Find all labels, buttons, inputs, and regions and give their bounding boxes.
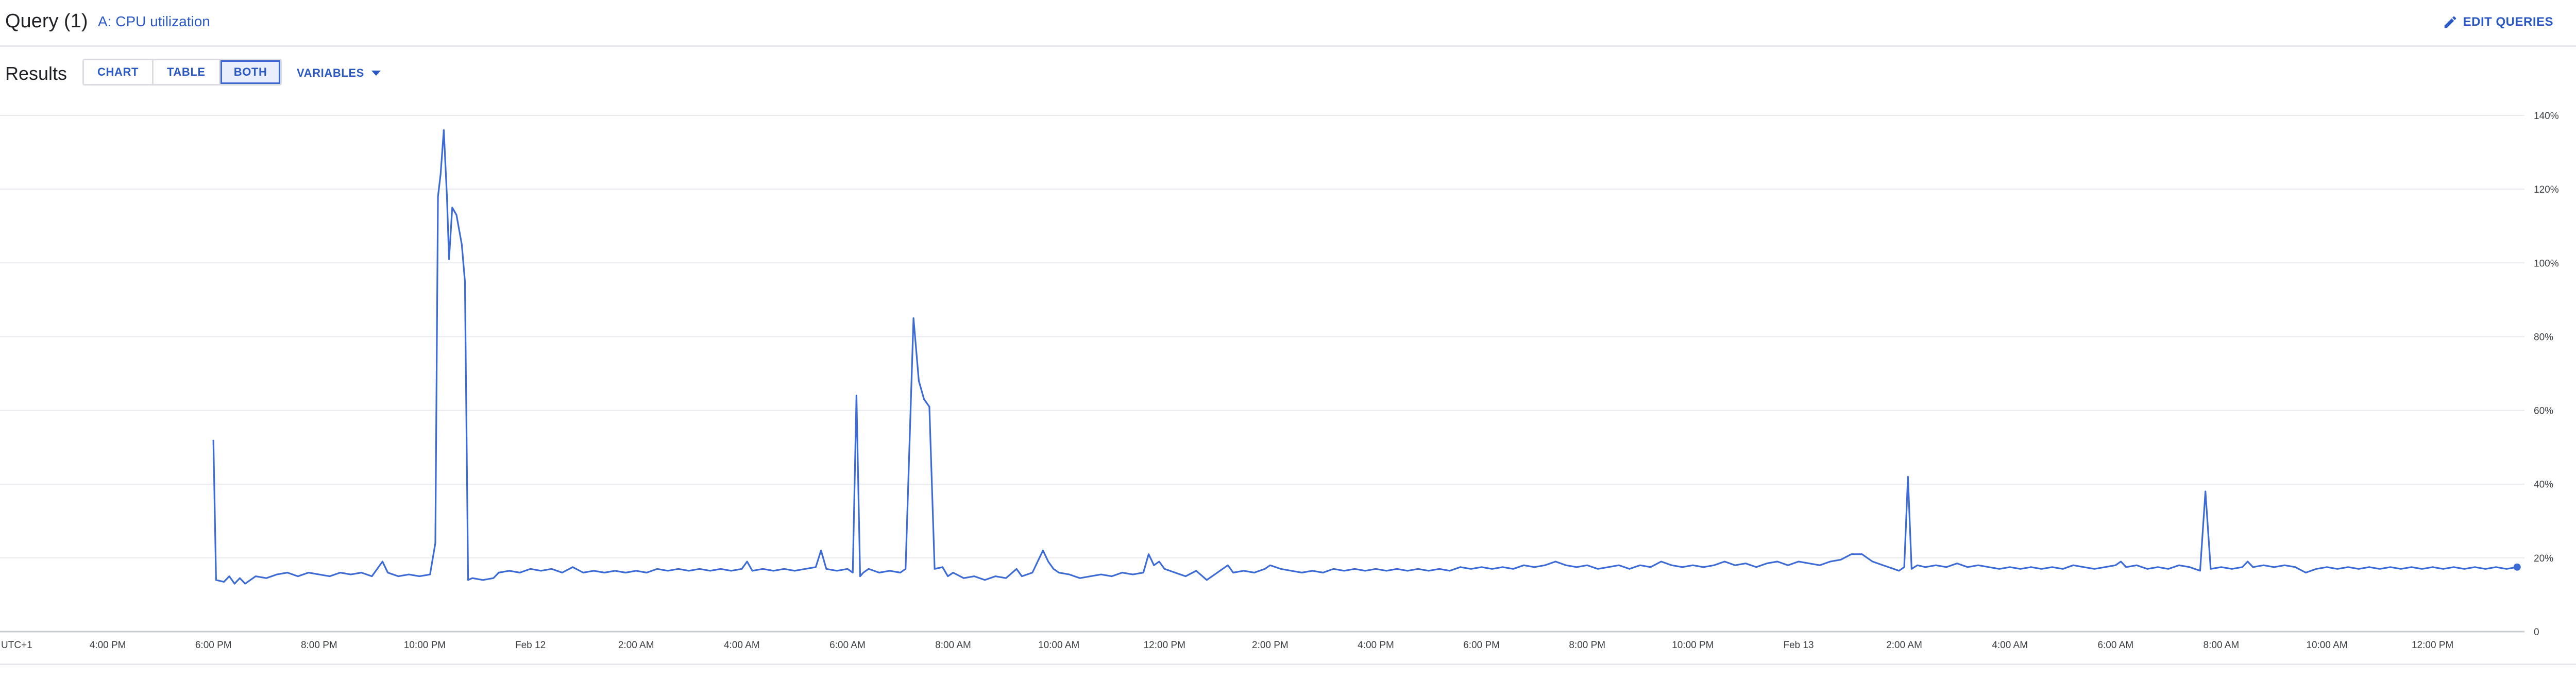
results-label: Results [5,63,67,84]
gridlines [0,115,2524,633]
x-tick-label: 10:00 AM [2306,640,2347,651]
view-mode-toggle: CHART TABLE BOTH [82,59,282,86]
y-tick-label: 0 [2534,627,2539,638]
series-line-cpu-utilization [212,129,2517,585]
x-tick-label: 10:00 AM [1038,640,1079,651]
x-tick-label: 12:00 PM [2412,640,2453,651]
x-tick-label: 4:00 AM [1992,640,2028,651]
x-tick-label: Feb 13 [1783,640,1814,651]
x-tick-label: 6:00 PM [1463,640,1500,651]
chart-bottom-divider [0,664,2576,665]
x-tick-label: 8:00 AM [935,640,971,651]
y-tick-label: 120% [2534,184,2559,195]
variables-label: VARIABLES [297,66,364,79]
pencil-icon [2444,16,2456,28]
y-tick-label: 80% [2534,332,2553,343]
x-axis-ticks: UTC+1 4:00 PM 6:00 PM 8:00 PM 10:00 PM Feb 12… [1,640,2453,651]
series-endpoint-dot [2513,563,2521,571]
both-view-button[interactable]: BOTH [220,60,281,84]
x-tick-label: 6:00 AM [829,640,866,651]
x-tick-label: 2:00 AM [618,640,654,651]
table-view-button[interactable]: TABLE [154,60,221,84]
x-tick-label: 4:00 AM [724,640,760,651]
timezone-label: UTC+1 [1,640,32,651]
caret-down-icon [371,71,381,76]
query-title: Query (1) [5,10,88,32]
x-tick-label: Feb 12 [515,640,546,651]
x-tick-label: 8:00 PM [301,640,337,651]
header-divider [0,45,2576,47]
x-tick-label: 2:00 AM [1886,640,1922,651]
x-tick-label: 6:00 AM [2097,640,2133,651]
x-tick-label: 4:00 PM [90,640,126,651]
x-tick-label: 12:00 PM [1144,640,1185,651]
x-tick-label: 6:00 PM [195,640,232,651]
y-axis-ticks: 0 20% 40% 60% 80% 100% 120% 140% [2534,111,2559,638]
x-tick-label: 4:00 PM [1358,640,1394,651]
y-tick-label: 100% [2534,258,2559,269]
variables-dropdown[interactable]: VARIABLES [297,60,381,87]
x-tick-label: 8:00 AM [2204,640,2240,651]
x-tick-label: 8:00 PM [1569,640,1605,651]
y-tick-label: 20% [2534,553,2553,564]
x-tick-label: 10:00 PM [1672,640,1714,651]
x-tick-label: 10:00 PM [404,640,446,651]
y-tick-label: 40% [2534,480,2553,490]
y-tick-label: 140% [2534,111,2559,122]
query-a-link[interactable]: A: CPU utilization [98,13,210,29]
x-tick-label: 2:00 PM [1252,640,1289,651]
chart-view-button[interactable]: CHART [84,60,154,84]
y-tick-label: 60% [2534,406,2553,417]
edit-queries-label: EDIT QUERIES [2463,15,2553,29]
edit-queries-button[interactable]: EDIT QUERIES [2443,10,2553,34]
